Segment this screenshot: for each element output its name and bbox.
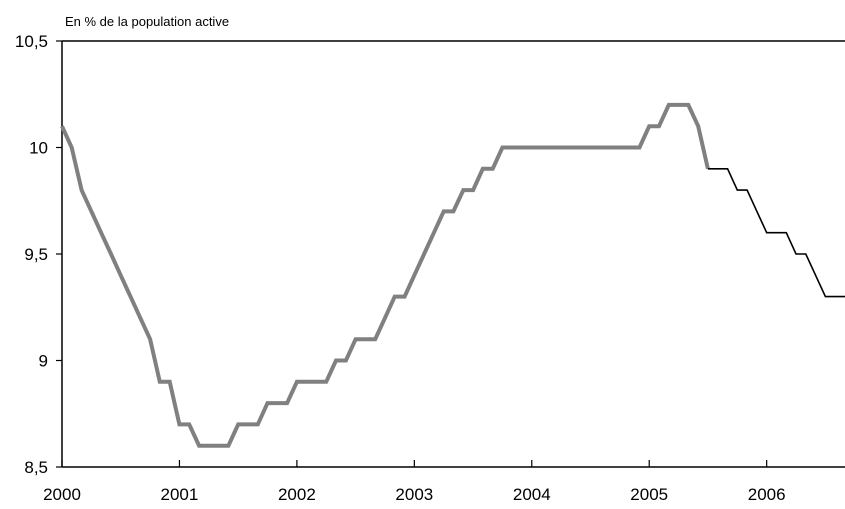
y-axis-ticks: 8,5 9 9,5 10 10,5	[15, 32, 62, 477]
series-layer	[60, 102, 845, 448]
x-tick-label: 2001	[161, 485, 199, 504]
x-tick-label: 2004	[513, 485, 551, 504]
series-line-thick	[60, 102, 710, 448]
x-tick-label: 2000	[43, 485, 81, 504]
axes	[61, 40, 845, 468]
y-tick-label: 8,5	[24, 458, 48, 477]
x-tick-label: 2006	[748, 485, 786, 504]
x-tick-label: 2005	[630, 485, 668, 504]
y-tick-label: 10,5	[15, 32, 48, 51]
x-tick-label: 2002	[278, 485, 316, 504]
x-tick-label: 2003	[395, 485, 433, 504]
y-tick-label: 9	[39, 352, 48, 371]
y-tick-label: 10	[29, 139, 48, 158]
x-axis-ticks: 2000 2001 2002 2003 2004 2005 2006	[43, 460, 786, 504]
y-axis-unit-label: En % de la population active	[65, 14, 229, 29]
y-tick-label: 9,5	[24, 245, 48, 264]
series-line-thin	[707, 168, 845, 298]
